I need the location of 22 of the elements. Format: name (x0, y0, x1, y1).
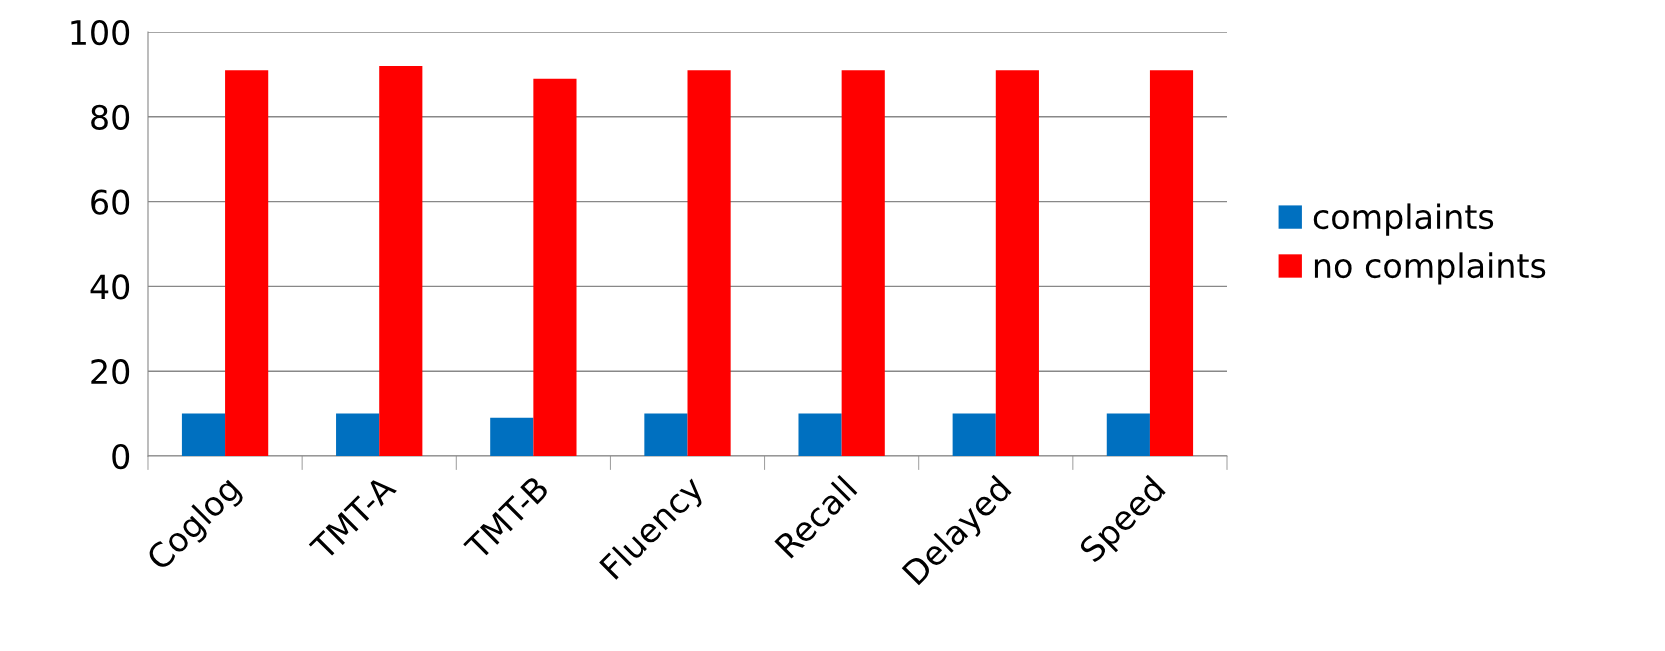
y-tick-label: 40 (90, 274, 130, 300)
bar (687, 70, 731, 456)
legend-label: no complaints (1314, 252, 1546, 285)
bar (225, 70, 269, 456)
bar (841, 70, 885, 456)
y-tick-label: 60 (91, 189, 130, 215)
bar (995, 70, 1039, 456)
bar (644, 413, 688, 456)
bar (533, 78, 577, 456)
legend-label: complaints (1313, 203, 1494, 236)
y-tick-label: 100 (71, 19, 130, 46)
y-tick-label: 80 (91, 104, 130, 130)
bar (181, 413, 226, 456)
bar (379, 65, 423, 456)
bar (336, 413, 380, 456)
bar (490, 417, 534, 456)
bar (952, 413, 996, 456)
y-tick-label: 20 (91, 359, 130, 385)
bar (1149, 70, 1194, 456)
y-tick-label: 0 (112, 443, 130, 470)
bar (1106, 413, 1150, 456)
bar (798, 413, 842, 456)
